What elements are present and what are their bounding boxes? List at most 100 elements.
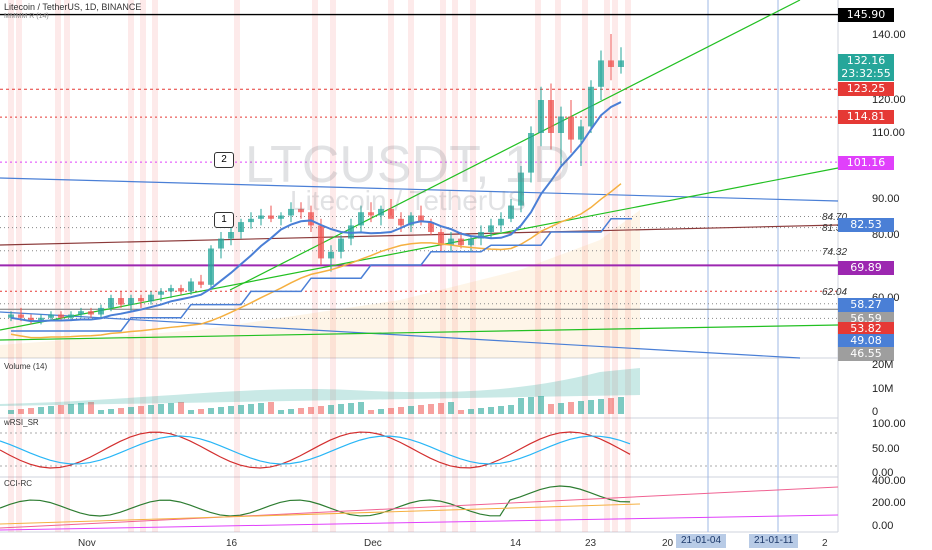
candle-body <box>278 215 284 219</box>
volume-bar <box>608 398 614 414</box>
rsi-line <box>0 431 631 469</box>
candle-body <box>248 218 254 223</box>
volume-bar <box>598 399 604 414</box>
candle-body <box>498 218 504 226</box>
rsi-tick: 0.00 <box>872 467 894 479</box>
candle-body <box>418 215 424 223</box>
level-label: 74.32 <box>822 247 848 258</box>
trendline-green-1 <box>0 324 839 341</box>
level-label: 81.33 <box>822 223 848 234</box>
volume-bar <box>188 410 194 414</box>
callout-2[interactable]: 2 <box>214 152 234 168</box>
candle-body <box>608 60 614 67</box>
candle-body <box>178 288 184 292</box>
candle-body <box>428 222 434 232</box>
volume-bar <box>248 404 254 414</box>
rsi-signal-line <box>0 435 631 465</box>
volume-bar <box>48 406 54 414</box>
candle-body <box>168 288 174 292</box>
candle-body <box>588 86 594 127</box>
volume-bar <box>498 406 504 414</box>
level-label: 84.70 <box>822 212 848 223</box>
candle-body <box>368 212 374 216</box>
volume-bar <box>108 409 114 414</box>
x-label: 23 <box>585 538 597 549</box>
candle-body <box>208 248 214 285</box>
x-label: 20 <box>662 538 674 549</box>
volume-bar <box>568 402 574 414</box>
cci-pink-line <box>0 486 839 529</box>
volume-tick: 10M <box>872 383 894 395</box>
volume-bar <box>98 410 104 414</box>
candle-body <box>268 215 274 219</box>
candle-body <box>58 314 64 318</box>
volume-bar <box>228 406 234 414</box>
volume-bar <box>288 409 294 414</box>
volume-bar <box>538 396 544 414</box>
volume-bar <box>68 404 74 414</box>
volume-bar <box>328 405 334 414</box>
volume-bar <box>28 408 34 414</box>
x-label: 14 <box>510 538 522 549</box>
trendline-lower-blue <box>0 311 801 359</box>
candle-body <box>8 314 14 318</box>
volume-bar <box>338 404 344 414</box>
price-tag-58-27: 58.27 <box>838 298 894 312</box>
candle-body <box>258 215 264 219</box>
volume-bar <box>258 403 264 414</box>
volume-bar <box>388 408 394 414</box>
volume-bar <box>588 400 594 414</box>
volume-bar <box>58 405 64 414</box>
volume-bar <box>548 404 554 414</box>
volume-bar <box>118 408 124 414</box>
volume-bar <box>478 408 484 414</box>
price-tick: 80.00 <box>872 229 900 241</box>
price-tag-145-90: 145.90 <box>838 8 894 22</box>
watermark-symbol: LTCUSDT, 1D <box>245 136 571 194</box>
date-tag-jan-04[interactable]: 21-01-04 <box>676 534 727 548</box>
chart-subtitle: MMMM R (14) <box>4 13 49 20</box>
x-label: 2 <box>822 538 828 549</box>
price-tick: 140.00 <box>872 29 906 41</box>
price-tag-46-55: 46.55 <box>838 347 894 361</box>
volume-bar <box>428 404 434 414</box>
candle-body <box>188 281 194 292</box>
volume-bar <box>518 398 524 414</box>
stepped-support-line <box>11 218 632 332</box>
cci-pane-title: CCI-RC <box>4 479 32 488</box>
candle-body <box>388 208 394 219</box>
candle-body <box>318 225 324 259</box>
volume-bar <box>138 406 144 414</box>
date-tag-jan-11[interactable]: 21-01-11 <box>749 534 799 548</box>
ma-fast-blue <box>10 101 622 323</box>
trendline-green-2 <box>0 167 839 331</box>
watermark-name: Litecoin / TetherUS <box>290 185 527 216</box>
cci-tick: 400.00 <box>872 475 906 487</box>
volume-bar <box>438 403 444 414</box>
candle-body <box>548 100 554 133</box>
candle-body <box>128 298 134 305</box>
candle-body <box>508 205 514 219</box>
rsi-tick: 100.00 <box>872 418 906 430</box>
candle-body <box>198 281 204 285</box>
price-tag-last: 132.16 <box>838 54 894 68</box>
candle-body <box>38 317 44 322</box>
candle-body <box>558 116 564 133</box>
candle-body <box>158 291 164 295</box>
candle-body <box>328 251 334 259</box>
candle-body <box>458 238 464 246</box>
callout-1[interactable]: 1 <box>214 212 234 228</box>
candle-body <box>228 232 234 239</box>
volume-bar <box>578 401 584 414</box>
candle-body <box>358 212 364 226</box>
volume-bar <box>128 407 134 414</box>
volume-bar <box>398 407 404 414</box>
volume-bar <box>198 409 204 414</box>
candle-body <box>568 116 574 140</box>
volume-bar <box>558 403 564 414</box>
volume-bar <box>88 402 94 414</box>
candle-body <box>338 238 344 252</box>
cci-magenta-line <box>0 514 839 531</box>
volume-bar <box>18 409 24 414</box>
volume-pane-title: Volume (14) <box>4 362 48 371</box>
